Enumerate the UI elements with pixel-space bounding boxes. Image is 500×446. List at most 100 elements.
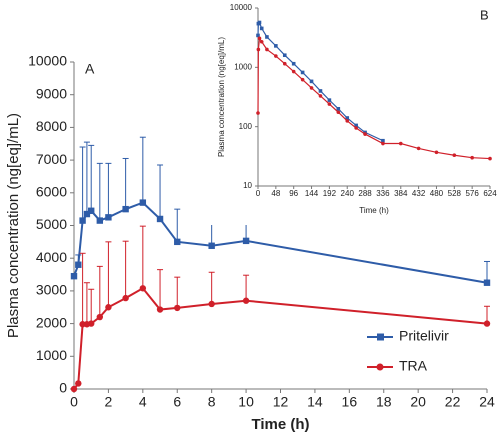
x-tick-label: 336 xyxy=(376,189,390,198)
marker xyxy=(70,272,78,280)
marker xyxy=(259,39,264,44)
marker xyxy=(174,238,181,246)
x-tick-label: 8 xyxy=(208,394,216,410)
error-bar xyxy=(139,225,146,289)
marker xyxy=(345,119,350,123)
marker xyxy=(274,44,278,48)
marker xyxy=(398,141,403,146)
marker xyxy=(345,116,350,120)
marker xyxy=(282,61,287,66)
marker xyxy=(363,132,367,136)
x-tick-label: 144 xyxy=(305,189,319,198)
marker xyxy=(318,89,323,93)
error-bar xyxy=(174,208,181,242)
marker xyxy=(291,69,296,74)
marker xyxy=(452,153,457,158)
x-tick-label: 10 xyxy=(238,394,254,410)
error-bar xyxy=(208,271,215,304)
x-tick-label: 384 xyxy=(394,189,408,198)
marker xyxy=(327,98,332,102)
error-bar xyxy=(139,136,146,203)
x-tick-label: 16 xyxy=(342,394,358,410)
marker xyxy=(470,155,474,160)
x-tick-label: 14 xyxy=(307,394,323,410)
y-tick-label: 9000 xyxy=(36,85,67,101)
marker xyxy=(242,237,250,245)
marker xyxy=(483,279,491,286)
marker xyxy=(257,36,262,41)
error-bar xyxy=(122,240,129,299)
marker xyxy=(336,110,341,115)
y-tick-label: 7000 xyxy=(36,151,67,167)
panel-label: B xyxy=(480,7,489,22)
marker xyxy=(75,380,82,387)
marker xyxy=(208,300,215,308)
x-tick-label: 24 xyxy=(479,394,495,410)
x-tick-label: 288 xyxy=(358,189,372,198)
error-bar xyxy=(96,162,103,221)
error-bar xyxy=(88,144,95,211)
marker xyxy=(96,313,104,321)
legend-marker xyxy=(376,363,384,371)
y-tick-label: 10000 xyxy=(230,3,253,12)
marker xyxy=(139,199,147,206)
marker xyxy=(354,126,358,130)
marker xyxy=(208,242,215,249)
marker xyxy=(174,304,181,312)
y-tick-label: 0 xyxy=(59,380,67,396)
marker xyxy=(83,210,91,218)
error-bar xyxy=(122,157,129,210)
y-tick-label: 5000 xyxy=(36,216,67,232)
marker xyxy=(318,94,323,98)
y-tick-label: 4000 xyxy=(36,249,67,265)
marker xyxy=(122,294,129,302)
marker xyxy=(309,79,314,84)
x-axis-title: Time (h) xyxy=(251,416,309,433)
marker xyxy=(88,320,95,327)
x-tick-label: 240 xyxy=(341,189,355,198)
marker xyxy=(381,138,385,143)
marker xyxy=(256,111,260,115)
x-tick-label: 20 xyxy=(410,394,426,410)
error-bar xyxy=(83,141,90,215)
marker xyxy=(156,215,164,223)
marker xyxy=(381,141,385,146)
x-tick-label: 4 xyxy=(139,394,147,410)
marker xyxy=(105,304,112,311)
marker xyxy=(75,261,82,268)
marker xyxy=(336,107,341,111)
marker xyxy=(282,53,287,58)
marker xyxy=(122,205,129,213)
y-tick-label: 6000 xyxy=(36,184,67,200)
legend-marker xyxy=(377,333,384,341)
marker xyxy=(70,385,78,393)
x-tick-label: 2 xyxy=(105,394,113,410)
marker xyxy=(105,214,112,221)
panel: 0 2 4 6 8 10 12 14 16 18 20 22 240100020003000400050… xyxy=(5,53,495,433)
error-bar xyxy=(79,146,86,221)
error-bar xyxy=(174,276,181,308)
x-tick-label: 192 xyxy=(323,189,337,198)
marker xyxy=(309,86,314,90)
marker xyxy=(88,207,95,214)
y-tick-label: 2000 xyxy=(36,314,67,330)
x-tick-label: 12 xyxy=(273,394,289,410)
marker xyxy=(265,47,269,52)
y-tick-label: 1000 xyxy=(36,347,67,363)
error-bar xyxy=(79,252,86,325)
inset-background xyxy=(205,0,500,225)
marker xyxy=(291,61,296,66)
marker xyxy=(256,33,260,38)
marker xyxy=(256,47,261,52)
marker xyxy=(416,146,421,151)
y-axis-title: Plasma concentration (ng[eq]/mL) xyxy=(217,37,226,157)
y-tick-label: 1000 xyxy=(234,62,252,71)
error-bar xyxy=(83,282,90,325)
y-tick-label: 10000 xyxy=(28,53,67,69)
x-tick-label: 48 xyxy=(271,189,280,198)
marker xyxy=(257,20,262,25)
marker xyxy=(488,156,492,161)
marker xyxy=(79,217,86,224)
x-tick-label: 96 xyxy=(289,189,298,198)
